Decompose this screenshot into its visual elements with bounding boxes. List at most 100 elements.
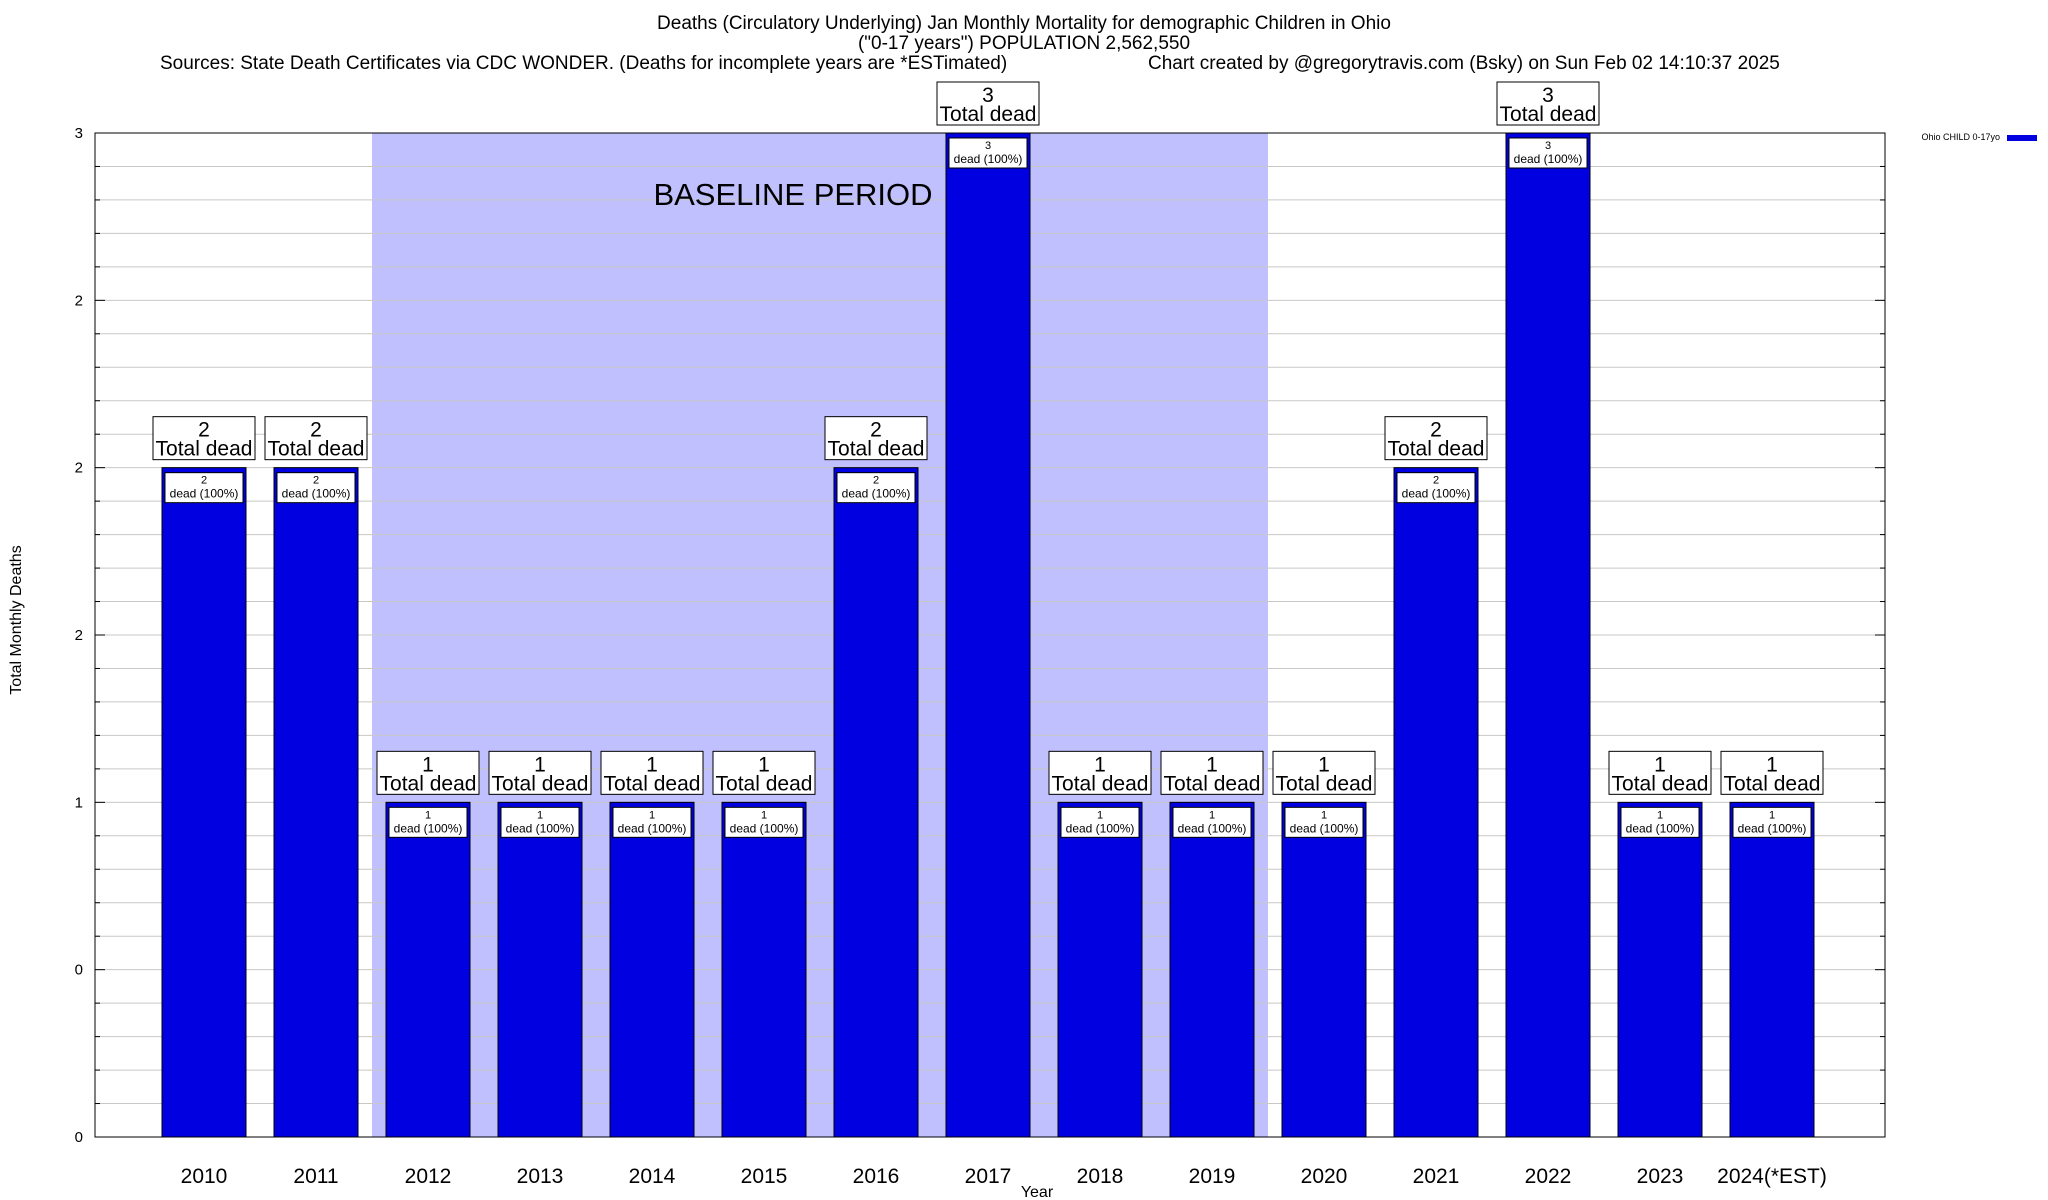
bar-total-label-box [1048,750,1152,795]
bar-inner-percent: dead (100%) [618,821,687,835]
x-tick-label: 2019 [1189,1165,1236,1188]
x-tick-label: 2016 [853,1165,900,1188]
bar-total-label: Total dead [604,772,701,795]
bar-inner-label-box [948,137,1028,169]
x-tick-label: 2021 [1413,1165,1460,1188]
bar [1505,132,1591,1138]
axis-layer: 0 0 1 2 2 2 3 2010 2011 2012 2013 2014 2015 2016 2017 2… [75,125,1885,1188]
y-tick-label: 0 [75,962,83,979]
bar-inner-count: 1 [1209,809,1215,821]
chart-title: Deaths (Circulatory Underlying) Jan Mont… [657,13,1391,34]
legend-swatch [2007,135,2037,141]
bar [1057,801,1143,1138]
legend: Ohio CHILD 0-17yo [1921,132,2037,142]
bar-total-label-box [936,81,1040,126]
x-tick-label: 2022 [1525,1165,1572,1188]
bar-inner-label-box [1508,137,1588,169]
bar-total-label-box [1272,750,1376,795]
bar-total-value: 2 [1430,419,1442,442]
bar-total-value: 1 [1654,753,1666,776]
legend-label: Ohio CHILD 0-17yo [1921,132,2000,142]
y-tick-label: 2 [75,627,83,644]
bar-inner-count: 1 [1097,809,1103,821]
bar-total-value: 1 [1206,753,1218,776]
bar-inner-percent: dead (100%) [394,821,463,835]
bar-total-label: Total dead [492,772,589,795]
bar [1729,801,1815,1138]
bar-inner-count: 2 [1433,475,1439,487]
bar [609,801,695,1138]
bar [1169,801,1255,1138]
bar [721,801,807,1138]
bar-total-label-box [1160,750,1264,795]
bar-total-value: 1 [422,753,434,776]
bar-total-label: Total dead [1612,772,1709,795]
x-tick-label: 2010 [181,1165,228,1188]
bar-total-value: 1 [1318,753,1330,776]
bar-total-label-box [152,416,256,461]
bar-inner-label-box [724,806,804,838]
bar-inner-percent: dead (100%) [842,487,911,501]
bar-inner-label-box [1172,806,1252,838]
bar-inner-label-box [612,806,692,838]
bar-total-label-box [264,416,368,461]
bar-total-value: 3 [982,84,994,107]
bar-total-label: Total dead [716,772,813,795]
x-tick-label: 2023 [1637,1165,1684,1188]
chart-subtitle: ("0-17 years") POPULATION 2,562,550 [857,33,1191,54]
baseline-label: BASELINE PERIOD [653,177,932,212]
x-tick-label: 2017 [965,1165,1012,1188]
x-tick-label: 2011 [293,1165,338,1188]
bar-inner-percent: dead (100%) [1178,821,1247,835]
x-tick-label: 2014 [629,1165,676,1188]
y-tick-label: 1 [75,794,83,811]
bar-total-value: 2 [870,419,882,442]
bar-total-value: 2 [198,419,210,442]
bar-inner-percent: dead (100%) [282,487,351,501]
bar-inner-count: 1 [649,809,655,821]
y-tick-label: 2 [75,460,83,477]
y-tick-label: 3 [75,125,83,142]
bar-total-label-box [1384,416,1488,461]
bar-total-label: Total dead [1164,772,1261,795]
bar-total-value: 1 [1094,753,1106,776]
bar-total-label-box [712,750,816,795]
bar-inner-count: 1 [1769,809,1775,821]
bar-inner-label-box [1284,806,1364,838]
bar-total-value: 2 [310,419,322,442]
bar-inner-label-box [500,806,580,838]
bar-total-label-box [1720,750,1824,795]
x-tick-label: 2015 [741,1165,788,1188]
bar-inner-percent: dead (100%) [1290,821,1359,835]
bar-total-label: Total dead [268,438,365,461]
bar [1281,801,1367,1138]
bar-inner-percent: dead (100%) [1738,821,1807,835]
bar-inner-count: 3 [1545,140,1551,152]
bar [945,132,1031,1138]
bar-inner-count: 1 [537,809,543,821]
bar-total-label: Total dead [940,103,1037,126]
bar-inner-percent: dead (100%) [1626,821,1695,835]
y-tick-label: 2 [75,292,83,309]
bar-inner-percent: dead (100%) [730,821,799,835]
bar-inner-percent: dead (100%) [1514,152,1583,166]
chart-credit: Chart created by @gregorytravis.com (Bsk… [1148,53,1780,74]
bars-layer [161,132,1815,1138]
bar-total-label: Total dead [828,438,925,461]
bar-total-label-box [600,750,704,795]
bar-inner-count: 1 [425,809,431,821]
bar-total-label: Total dead [380,772,477,795]
bar-total-label-box [824,416,928,461]
y-tick-label: 0 [75,1129,83,1146]
bar-total-label: Total dead [1724,772,1821,795]
bar-total-value: 1 [534,753,546,776]
x-axis-label: Year [1021,1184,1054,1200]
bar-total-label: Total dead [1500,103,1597,126]
bar-inner-label-box [388,806,468,838]
bar-total-value: 1 [1766,753,1778,776]
bar-inner-label-box [836,472,916,504]
bar-inner-label-box [276,472,356,504]
bar-inner-percent: dead (100%) [170,487,239,501]
